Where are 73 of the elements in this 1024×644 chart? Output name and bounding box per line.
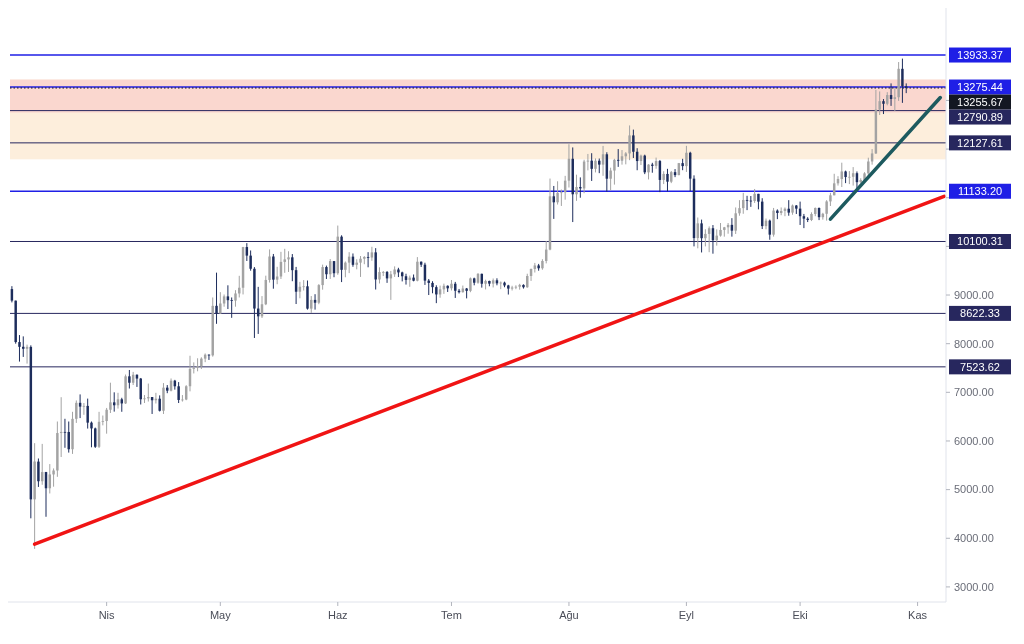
candlestick — [745, 195, 749, 211]
candlestick — [579, 176, 582, 199]
candlestick — [63, 418, 67, 449]
y-tick-label: 6000.00 — [954, 434, 994, 447]
candlestick — [272, 253, 275, 290]
candlestick — [901, 58, 904, 104]
candlestick — [666, 168, 669, 192]
candlestick — [802, 213, 806, 229]
candlestick — [37, 457, 40, 488]
candlestick — [147, 383, 150, 403]
candlestick — [283, 248, 286, 274]
candlestick — [590, 152, 593, 182]
candlestick — [416, 256, 419, 282]
candlestick — [128, 369, 131, 390]
ref-line-label: 13275.44 — [957, 80, 1003, 93]
candlestick — [613, 158, 616, 186]
x-tick-label: Kas — [908, 609, 928, 621]
ref-line-label: 13255.67 — [957, 95, 1003, 108]
ref-line-label: 12127.61 — [957, 136, 1003, 149]
candlestick — [82, 402, 86, 416]
x-tick-label: Tem — [441, 609, 462, 621]
candlestick — [249, 249, 252, 272]
candlestick — [105, 407, 108, 435]
candlestick — [90, 421, 93, 448]
ref-line-label: 10100.31 — [957, 235, 1003, 248]
candlestick — [651, 162, 654, 174]
ref-line-label: 7523.62 — [960, 360, 1000, 373]
candlestick — [616, 148, 620, 168]
y-tick-label: 8000.00 — [954, 337, 994, 350]
x-tick-label: May — [209, 609, 232, 621]
candlestick — [556, 180, 559, 206]
candlestick — [359, 255, 362, 278]
candlestick — [306, 280, 309, 311]
ref-line-label: 8622.33 — [960, 307, 1000, 320]
ref-line-label: 12790.89 — [957, 110, 1003, 123]
candlestick — [628, 124, 631, 161]
candlestick — [685, 145, 688, 173]
ref-line-label: 13933.37 — [957, 48, 1003, 61]
candlestick — [560, 189, 563, 207]
candlestick — [734, 206, 737, 235]
y-tick-label: 4000.00 — [954, 532, 994, 545]
x-tick-label: Eki — [792, 609, 808, 621]
candlestick — [109, 382, 112, 414]
y-tick-label: 9000.00 — [954, 288, 994, 301]
y-tick-label: 5000.00 — [954, 483, 994, 496]
candlestick — [86, 398, 89, 430]
candlestick — [75, 399, 78, 424]
candlestick — [848, 170, 851, 185]
candlestick — [268, 248, 271, 284]
candlestick — [18, 334, 21, 363]
y-tick-label: 3000.00 — [954, 580, 994, 593]
candlestick — [586, 153, 590, 171]
candlestick — [575, 174, 578, 202]
candlestick — [893, 87, 897, 112]
candlestick — [52, 467, 55, 488]
x-tick-label: Ağu — [559, 609, 579, 621]
x-tick-label: Nis — [98, 609, 116, 621]
candlestick — [609, 167, 612, 191]
x-tick-label: Haz — [328, 609, 348, 621]
candlestick — [321, 264, 324, 291]
candlestick — [514, 284, 518, 290]
ref-line-label: 11133.20 — [957, 185, 1003, 198]
candlestick — [366, 251, 370, 268]
candlestick — [510, 285, 514, 291]
x-tick-label: Eyl — [678, 609, 695, 621]
y-tick-label: 7000.00 — [954, 386, 994, 399]
candlestick — [177, 381, 180, 404]
candlestick — [162, 382, 165, 415]
candlestick — [287, 250, 290, 273]
candlestick — [219, 291, 222, 315]
candlestick — [825, 199, 828, 222]
candlestick — [370, 246, 374, 262]
candlestick — [620, 149, 624, 166]
